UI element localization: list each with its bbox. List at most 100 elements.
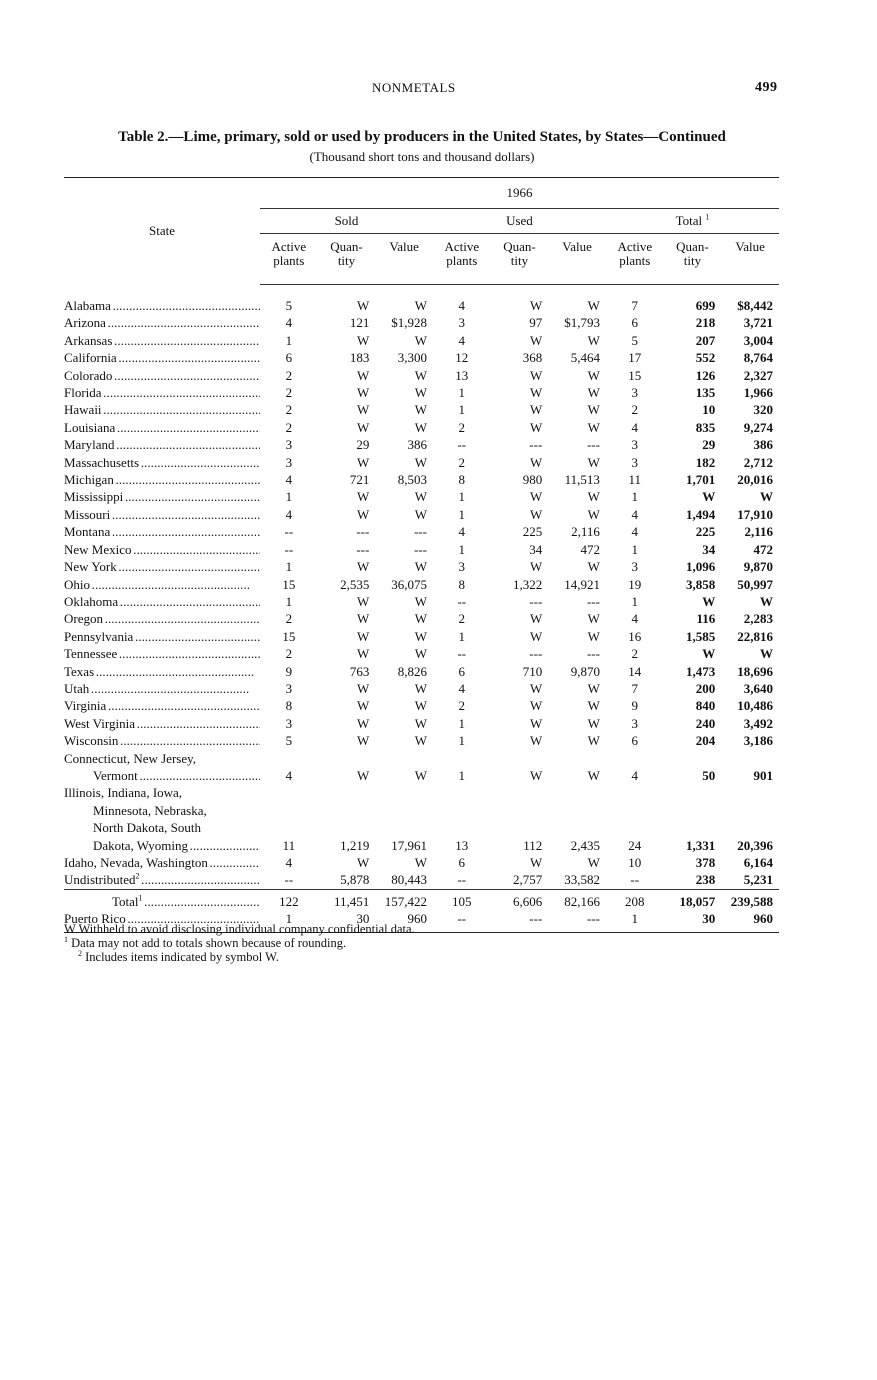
state-name: Puerto Rico [64, 910, 260, 933]
state-name: Wisconsin [64, 732, 260, 749]
quantity-used: 1,322 [513, 576, 543, 592]
quantity-used: W [530, 385, 543, 401]
active-plants-used: 105 [432, 888, 491, 911]
active-plants-used: -- [457, 872, 467, 888]
state-name: Hawaii [64, 401, 260, 418]
lime-table: State 1966 Sold Used Total 1 Active plan… [64, 177, 779, 933]
section-heading: NONMETALS [372, 80, 456, 95]
active-plants-sold: 4 [285, 506, 293, 522]
quantity-total: 200 [695, 680, 716, 696]
value-used: W [587, 733, 600, 749]
state-name: Connecticut, New Jersey, Vermont [64, 750, 260, 785]
active-plants-total: 3 [631, 559, 639, 575]
value-used: --- [586, 437, 600, 453]
value-total: 9,274 [743, 419, 773, 435]
active-plants-total: 3 [631, 454, 639, 470]
active-plants-sold: 8 [285, 698, 293, 714]
state-name: Texas [64, 663, 260, 680]
quantity-sold: W [357, 559, 370, 575]
value-sold: W [414, 559, 427, 575]
value-total: 3,492 [743, 715, 773, 731]
active-plants-sold: 1 [285, 559, 293, 575]
value-total: 22,816 [737, 628, 773, 644]
active-plants-sold: 15 [282, 576, 296, 592]
value-sold: 3,300 [397, 350, 427, 366]
state-name: Utah [64, 680, 260, 697]
value-used: 33,582 [564, 872, 600, 888]
quantity-sold: 5,878 [340, 872, 370, 888]
quantity-used: 34 [529, 541, 543, 557]
value-total: 17,910 [737, 506, 773, 522]
table-row: Massachusetts 3 W W 2 W W 3 182 2,712 [64, 454, 779, 471]
active-plants-total: 11 [628, 472, 642, 488]
active-plants-used: 2 [458, 611, 466, 627]
active-plants-total: 4 [631, 767, 639, 783]
quantity-sold: W [357, 646, 370, 662]
value-total: 9,870 [743, 559, 773, 575]
active-plants-total: 19 [628, 576, 642, 592]
quantity-used: --- [529, 593, 543, 609]
table-row: Ohio 15 2,535 36,075 8 1,322 14,921 19 3,858 50,9… [64, 576, 779, 593]
value-total: 50,997 [737, 576, 773, 592]
active-plants-used: 1 [458, 506, 466, 522]
active-plants-total: 4 [631, 419, 639, 435]
quantity-sold: 2,535 [340, 576, 370, 592]
active-plants-sold: 4 [285, 315, 293, 331]
table-row: Tennessee2WW--------2WW [64, 645, 779, 662]
active-plants-used: 1 [458, 541, 466, 557]
value-total: 1,966 [743, 385, 773, 401]
value-used: 82,166 [548, 888, 606, 911]
active-plants-sold: 1 [260, 910, 318, 933]
active-plants-sold: 1 [285, 593, 293, 609]
active-plants-used: -- [432, 910, 491, 933]
quantity-used: W [530, 767, 543, 783]
value-sold: W [414, 385, 427, 401]
quantity-total: 135 [695, 385, 716, 401]
table-row: Mississippi 1 W W 1 W W 1 W W [64, 488, 779, 505]
value-sold: 386 [407, 437, 427, 453]
value-used: W [587, 489, 600, 505]
page-number: 499 [755, 80, 778, 95]
subcolumn-header: Active plants [605, 233, 664, 285]
quantity-sold: W [357, 680, 370, 696]
table-row: Texas 9 763 8,826 6 710 9,870 14 1,473 18,696 [64, 663, 779, 680]
quantity-total: 238 [695, 872, 716, 888]
value-total: 2,116 [744, 524, 773, 540]
state-name: Oregon [64, 610, 260, 627]
state-name: Pennsylvania [64, 628, 260, 645]
value-sold: $1,928 [391, 315, 427, 331]
quantity-sold: W [357, 454, 370, 470]
active-plants-used: 3 [458, 315, 466, 331]
state-name: Massachusetts [64, 454, 260, 471]
subcolumn-header: Quan- tity [317, 233, 376, 285]
quantity-used: W [530, 367, 543, 383]
active-plants-sold: 4 [285, 767, 293, 783]
value-sold: --- [413, 524, 427, 540]
active-plants-total: 7 [631, 298, 639, 313]
value-used: W [587, 402, 600, 418]
active-plants-total: 16 [628, 628, 642, 644]
table-row: New York 1 W W 3 W W 3 1,096 9,870 [64, 558, 779, 575]
value-sold: W [414, 593, 427, 609]
value-total: 472 [753, 541, 774, 557]
value-used: $1,793 [564, 315, 600, 331]
quantity-used: W [530, 611, 543, 627]
active-plants-used: 8 [458, 472, 466, 488]
value-sold: W [414, 733, 427, 749]
active-plants-used: 4 [458, 332, 466, 348]
quantity-total: 1,494 [686, 506, 716, 522]
active-plants-used: 4 [458, 524, 466, 540]
state-name: Illinois, Indiana, Iowa, Minnesota, Nebra… [64, 784, 260, 854]
value-sold: W [414, 489, 427, 505]
quantity-total: 18,057 [663, 888, 722, 911]
value-used: 5,464 [570, 350, 600, 366]
active-plants-total: 1 [631, 593, 639, 609]
active-plants-total: 9 [631, 698, 639, 714]
subcolumn-header: Quan- tity [663, 233, 722, 285]
value-used: W [587, 698, 600, 714]
quantity-used: 710 [522, 663, 543, 679]
value-used: W [587, 767, 600, 783]
